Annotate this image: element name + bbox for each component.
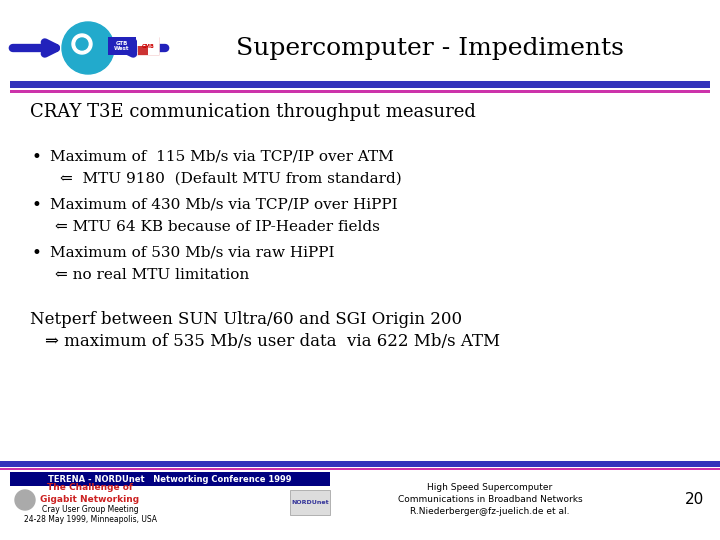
Bar	[0, 468, 720, 470]
Text: ⇐ MTU 64 KB because of IP-Header fields: ⇐ MTU 64 KB because of IP-Header fields	[55, 220, 380, 234]
Text: •: •	[32, 148, 42, 165]
Text: 20: 20	[685, 492, 705, 508]
Text: Maximum of 530 Mb/s via raw HiPPI: Maximum of 530 Mb/s via raw HiPPI	[50, 246, 335, 260]
Text: Maximum of  115 Mb/s via TCP/IP over ATM: Maximum of 115 Mb/s via TCP/IP over ATM	[50, 150, 394, 164]
Text: Maximum of 430 Mb/s via TCP/IP over HiPPI: Maximum of 430 Mb/s via TCP/IP over HiPP…	[50, 198, 397, 212]
Circle shape	[62, 22, 114, 74]
Circle shape	[72, 34, 92, 54]
Bar	[10, 81, 710, 88]
Text: ⇐  MTU 9180  (Default MTU from standard): ⇐ MTU 9180 (Default MTU from standard)	[60, 172, 402, 186]
Text: High Speed Supercomputer: High Speed Supercomputer	[428, 483, 553, 492]
Bar	[148, 46, 159, 55]
Bar	[137, 37, 159, 46]
Text: Gigabit Networking: Gigabit Networking	[40, 495, 140, 503]
Text: Netperf between SUN Ultra/60 and SGI Origin 200: Netperf between SUN Ultra/60 and SGI Ori…	[30, 312, 462, 328]
Text: •: •	[32, 245, 42, 261]
Text: GTB
West: GTB West	[114, 41, 130, 51]
Bar	[108, 37, 136, 55]
Circle shape	[15, 490, 35, 510]
Bar	[290, 490, 330, 515]
Text: Supercomputer - Impediments: Supercomputer - Impediments	[236, 37, 624, 59]
Circle shape	[76, 38, 88, 50]
Text: •: •	[32, 197, 42, 213]
Text: ⇐ no real MTU limitation: ⇐ no real MTU limitation	[55, 268, 249, 282]
Text: The Challenge of: The Challenge of	[47, 483, 133, 492]
Text: ⇒ maximum of 535 Mb/s user data  via 622 Mb/s ATM: ⇒ maximum of 535 Mb/s user data via 622 …	[45, 334, 500, 350]
Text: GMB: GMB	[142, 44, 154, 49]
Text: NORDUnet: NORDUnet	[291, 500, 329, 504]
Text: CRAY T3E communication throughput measured: CRAY T3E communication throughput measur…	[30, 103, 476, 121]
Text: TERENA - NORDUnet   Networking Conference 1999: TERENA - NORDUnet Networking Conference …	[48, 475, 292, 483]
Bar	[10, 472, 330, 486]
Bar	[0, 461, 720, 467]
Text: Communications in Broadband Networks: Communications in Broadband Networks	[397, 496, 582, 504]
Bar	[137, 37, 159, 55]
Text: Cray User Group Meeting: Cray User Group Meeting	[42, 505, 138, 515]
Bar	[10, 90, 710, 93]
Text: R.Niederberger@fz-juelich.de et al.: R.Niederberger@fz-juelich.de et al.	[410, 508, 570, 516]
Text: 24-28 May 1999, Minneapolis, USA: 24-28 May 1999, Minneapolis, USA	[24, 516, 156, 524]
